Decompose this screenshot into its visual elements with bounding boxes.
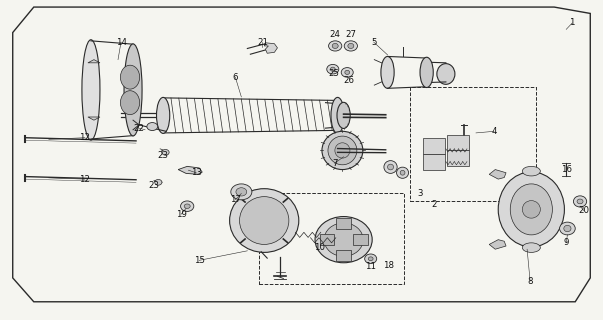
Text: 11: 11: [365, 262, 376, 271]
Ellipse shape: [230, 189, 299, 252]
Ellipse shape: [397, 167, 409, 178]
Ellipse shape: [344, 41, 358, 51]
Ellipse shape: [577, 199, 583, 204]
Text: 24: 24: [329, 30, 340, 39]
Text: 6: 6: [233, 73, 238, 82]
Polygon shape: [447, 150, 469, 166]
Text: 17: 17: [230, 195, 241, 204]
Text: 25: 25: [328, 69, 339, 78]
Text: 18: 18: [384, 261, 394, 270]
Text: 12: 12: [80, 175, 90, 184]
Ellipse shape: [315, 217, 372, 263]
Ellipse shape: [147, 123, 158, 131]
Ellipse shape: [328, 136, 357, 165]
Text: 8: 8: [528, 276, 533, 285]
Text: 1: 1: [569, 19, 575, 28]
Text: 19: 19: [175, 210, 186, 219]
Bar: [259, 194, 404, 284]
Ellipse shape: [121, 91, 140, 115]
Ellipse shape: [155, 180, 162, 185]
Ellipse shape: [400, 170, 405, 175]
Text: 23: 23: [148, 181, 160, 190]
Text: 23: 23: [157, 151, 169, 160]
Ellipse shape: [239, 197, 289, 244]
Ellipse shape: [162, 149, 169, 155]
Ellipse shape: [121, 65, 140, 89]
Bar: [410, 87, 536, 201]
Polygon shape: [423, 154, 444, 170]
Text: 14: 14: [116, 38, 127, 47]
Ellipse shape: [124, 44, 142, 136]
Text: 5: 5: [371, 38, 376, 47]
Ellipse shape: [329, 41, 342, 51]
Text: 15: 15: [194, 256, 205, 265]
Text: 4: 4: [491, 127, 497, 136]
Ellipse shape: [332, 44, 338, 49]
Ellipse shape: [522, 243, 540, 252]
Text: 21: 21: [257, 38, 268, 47]
Ellipse shape: [184, 204, 190, 208]
Ellipse shape: [327, 64, 339, 74]
Polygon shape: [353, 234, 368, 245]
Ellipse shape: [498, 172, 564, 247]
Ellipse shape: [510, 184, 552, 235]
Text: 10: 10: [314, 243, 325, 252]
Polygon shape: [489, 240, 506, 249]
Polygon shape: [320, 234, 334, 245]
Ellipse shape: [180, 201, 194, 212]
Ellipse shape: [331, 97, 344, 133]
Ellipse shape: [573, 196, 587, 207]
Ellipse shape: [420, 57, 433, 87]
Text: 12: 12: [80, 133, 90, 142]
Ellipse shape: [522, 166, 540, 176]
Ellipse shape: [322, 131, 363, 170]
Ellipse shape: [384, 161, 397, 173]
Ellipse shape: [365, 254, 377, 264]
Polygon shape: [336, 250, 351, 261]
Text: 20: 20: [579, 206, 590, 215]
Ellipse shape: [564, 225, 571, 232]
Ellipse shape: [82, 40, 100, 140]
Ellipse shape: [560, 222, 575, 235]
Ellipse shape: [330, 67, 335, 71]
Polygon shape: [264, 43, 277, 53]
Ellipse shape: [324, 223, 363, 256]
Ellipse shape: [335, 143, 350, 158]
Ellipse shape: [236, 188, 247, 196]
Ellipse shape: [368, 257, 373, 261]
Ellipse shape: [231, 184, 252, 200]
Ellipse shape: [345, 70, 350, 75]
Text: 16: 16: [561, 165, 572, 174]
Text: 9: 9: [564, 238, 569, 247]
Text: 27: 27: [346, 30, 356, 39]
Ellipse shape: [381, 56, 394, 88]
Text: 2: 2: [431, 200, 437, 209]
Polygon shape: [178, 166, 202, 174]
Polygon shape: [88, 60, 100, 63]
Ellipse shape: [157, 97, 170, 133]
Ellipse shape: [388, 164, 394, 170]
Text: 13: 13: [191, 168, 202, 177]
Ellipse shape: [337, 102, 350, 128]
Text: 7: 7: [332, 159, 337, 168]
Text: 26: 26: [343, 76, 354, 85]
Text: 22: 22: [134, 124, 145, 132]
Ellipse shape: [522, 201, 540, 218]
Ellipse shape: [348, 44, 354, 49]
Polygon shape: [423, 138, 444, 154]
Polygon shape: [447, 134, 469, 150]
Polygon shape: [88, 117, 100, 120]
Ellipse shape: [437, 64, 455, 84]
Ellipse shape: [341, 68, 353, 77]
Polygon shape: [489, 170, 506, 179]
Text: 3: 3: [418, 189, 423, 198]
Polygon shape: [336, 218, 351, 229]
